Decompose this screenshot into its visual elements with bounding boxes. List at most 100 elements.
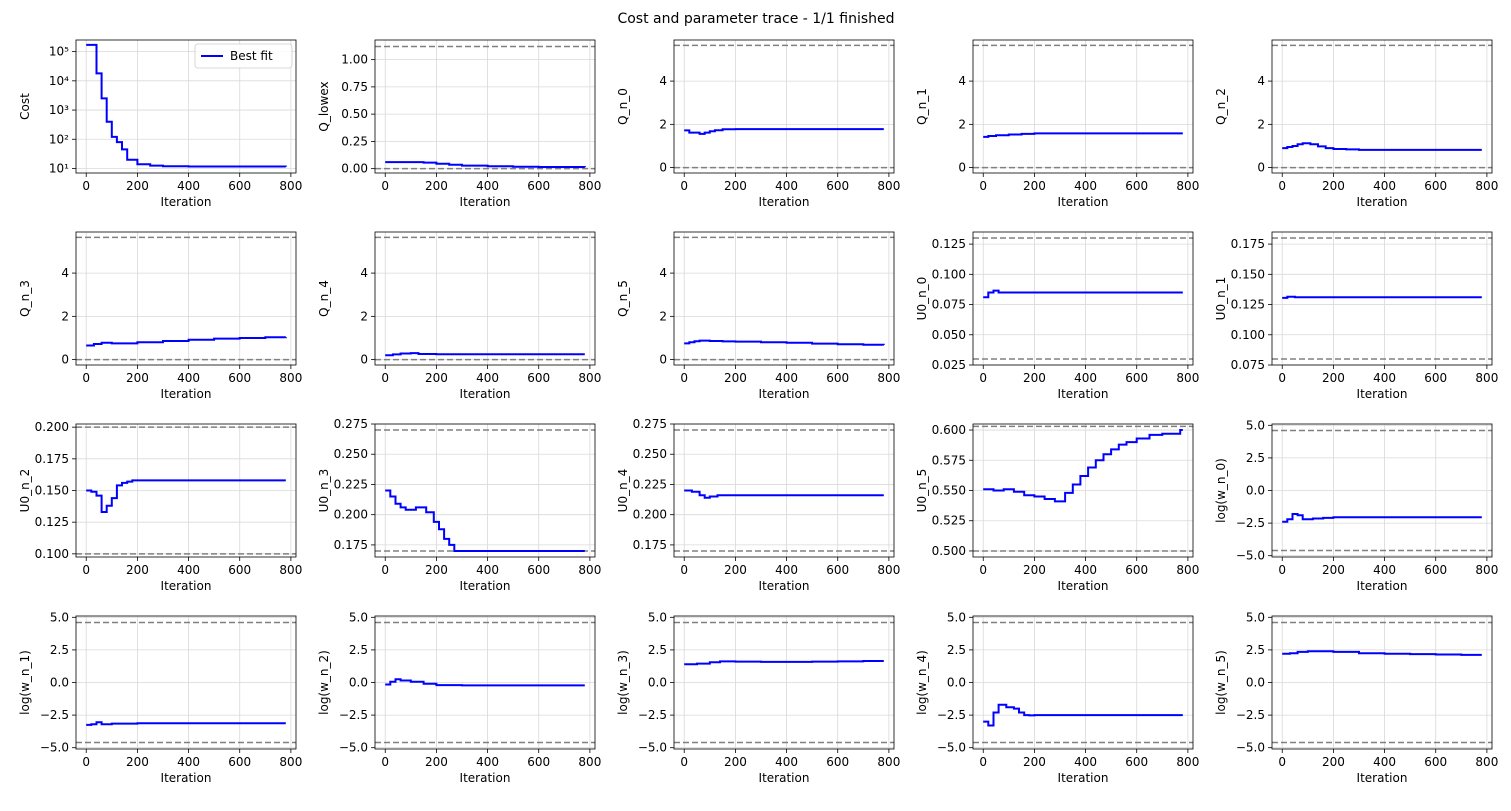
y-tick-label: 0.050: [932, 328, 966, 342]
y-tick-label: 0.225: [334, 477, 368, 491]
y-tick-label: 0.275: [334, 417, 368, 431]
x-tick-label: 800: [279, 563, 302, 577]
x-tick-label: 200: [1322, 755, 1345, 769]
y-tick-label: 0.0: [50, 676, 69, 690]
subplot: 0 200 400 600 800 10¹ 10² 10³ 10⁴ 10⁵ Iteration Cos…: [18, 39, 302, 209]
x-tick-label: 600: [1125, 563, 1148, 577]
subplot: 0 200 400 600 800 0.175 0.200 0.225 0.250 0.275 It…: [616, 417, 900, 593]
y-tick-label: −5.0: [937, 741, 966, 755]
y-tick-label: 2: [958, 117, 966, 131]
y-tick-label: 4: [360, 266, 368, 280]
series-line: [684, 660, 884, 666]
x-tick-label: 400: [177, 179, 200, 193]
x-tick-label: 800: [877, 371, 900, 385]
y-tick-label: 0.500: [932, 544, 966, 558]
y-tick-label: 4: [659, 266, 667, 280]
axes-frame: [972, 39, 1194, 174]
x-tick-label: 0: [979, 371, 987, 385]
x-axis-label: Iteration: [161, 195, 212, 209]
y-tick-label: 0: [659, 353, 667, 367]
x-tick-label: 200: [425, 371, 448, 385]
x-tick-label: 600: [826, 371, 849, 385]
y-tick-label: −2.5: [1236, 516, 1265, 530]
x-axis-label: Iteration: [460, 195, 511, 209]
subplot: 0 200 400 600 800 0.100 0.125 0.150 0.175 0.200 It…: [18, 420, 302, 593]
x-tick-label: 0: [979, 179, 987, 193]
y-tick-label: 0.0: [1246, 676, 1265, 690]
y-tick-label: 0.0: [947, 676, 966, 690]
y-tick-label: 5.0: [1246, 610, 1265, 624]
y-tick-label: 10⁵: [49, 45, 69, 59]
axes-frame: [673, 231, 895, 366]
x-tick-label: 800: [578, 179, 601, 193]
x-tick-label: 0: [680, 563, 688, 577]
y-tick-label: 0.125: [35, 515, 69, 529]
x-tick-label: 200: [1023, 179, 1046, 193]
subplot: 0 200 400 600 800 −5.0 −2.5 0.0 2.5 5.0 Iteration l…: [317, 610, 601, 785]
y-axis-label: log(w_n_2): [317, 650, 331, 715]
y-tick-label: 0.075: [932, 298, 966, 312]
x-tick-label: 600: [1424, 179, 1447, 193]
y-axis-label: log(w_n_0): [1214, 458, 1228, 523]
series-line: [1282, 295, 1482, 299]
y-tick-label: 0.550: [932, 484, 966, 498]
series-line: [385, 352, 585, 357]
y-tick-label: 0.200: [35, 420, 69, 434]
subplot: 0 200 400 600 800 0.175 0.200 0.225 0.250 0.275 It…: [317, 417, 601, 593]
x-tick-label: 0: [82, 371, 90, 385]
y-axis-label: log(w_n_3): [616, 650, 630, 715]
y-tick-label: 10³: [49, 103, 69, 117]
x-axis-label: Iteration: [1357, 195, 1408, 209]
x-axis-label: Iteration: [1058, 195, 1109, 209]
axes-frame: [374, 423, 596, 558]
x-tick-label: 400: [177, 371, 200, 385]
x-axis-label: Iteration: [759, 579, 810, 593]
x-tick-label: 0: [979, 563, 987, 577]
y-tick-label: 0.250: [633, 447, 667, 461]
axes-frame: [75, 39, 297, 174]
x-tick-label: 600: [826, 179, 849, 193]
y-axis-label: Q_n_4: [317, 280, 331, 317]
x-tick-label: 0: [680, 179, 688, 193]
x-tick-label: 200: [1023, 563, 1046, 577]
x-tick-label: 0: [82, 563, 90, 577]
y-tick-label: 2.5: [1246, 451, 1265, 465]
y-axis-label: log(w_n_4): [915, 650, 929, 715]
x-tick-label: 600: [1125, 179, 1148, 193]
x-tick-label: 800: [1176, 371, 1199, 385]
y-tick-label: 0: [958, 161, 966, 175]
x-tick-label: 0: [82, 755, 90, 769]
x-tick-label: 600: [527, 179, 550, 193]
subplot: 0 200 400 600 800 0 2 4 Iteration Q_n_5: [616, 231, 900, 401]
x-tick-label: 200: [126, 179, 149, 193]
y-tick-label: 0.0: [349, 676, 368, 690]
series-line: [1282, 650, 1482, 656]
axes-frame: [673, 423, 895, 558]
x-tick-label: 600: [228, 563, 251, 577]
x-tick-label: 800: [578, 371, 601, 385]
x-tick-label: 400: [476, 563, 499, 577]
y-tick-label: −2.5: [339, 708, 368, 722]
x-tick-label: 800: [877, 563, 900, 577]
y-tick-label: 2: [659, 309, 667, 323]
x-tick-label: 800: [877, 179, 900, 193]
subplot: 0 200 400 600 800 0 2 4 Iteration Q_n_2: [1214, 39, 1498, 209]
x-axis-label: Iteration: [161, 579, 212, 593]
y-tick-label: 2.5: [349, 643, 368, 657]
y-tick-label: 0.150: [1231, 267, 1265, 281]
y-axis-label: U0_n_3: [317, 469, 331, 513]
x-tick-label: 600: [527, 563, 550, 577]
x-tick-label: 800: [1475, 371, 1498, 385]
x-axis-label: Iteration: [1058, 387, 1109, 401]
x-tick-label: 800: [1176, 563, 1199, 577]
y-tick-label: 0.175: [35, 452, 69, 466]
x-tick-label: 800: [578, 755, 601, 769]
x-tick-label: 800: [1475, 755, 1498, 769]
y-tick-label: 0.275: [633, 417, 667, 431]
x-tick-label: 600: [228, 755, 251, 769]
x-tick-label: 600: [527, 755, 550, 769]
x-tick-label: 600: [1424, 563, 1447, 577]
subplot: 0 200 400 600 800 0 2 4 Iteration Q_n_1: [915, 39, 1199, 209]
x-tick-label: 200: [1023, 371, 1046, 385]
y-tick-label: 5.0: [1246, 418, 1265, 432]
